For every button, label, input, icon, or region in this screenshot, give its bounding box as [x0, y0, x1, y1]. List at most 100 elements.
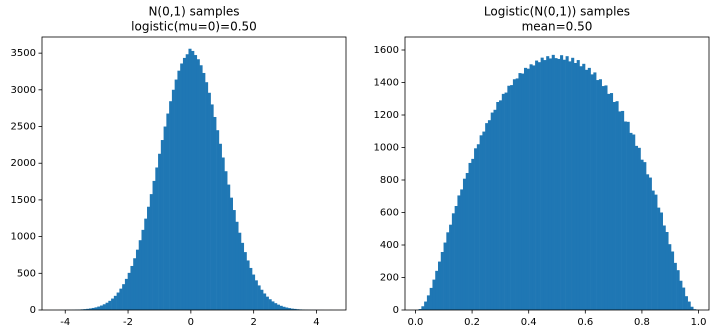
bar [648, 177, 652, 310]
bar [462, 178, 467, 310]
bar [637, 147, 641, 310]
bar [124, 278, 128, 310]
bar [97, 306, 101, 310]
bar [130, 265, 134, 310]
x-tick-label: 0.0 [408, 317, 424, 328]
axes-frame [41, 36, 347, 311]
bar [529, 64, 533, 310]
bar [585, 69, 589, 310]
bar [182, 57, 187, 311]
bar [152, 180, 156, 310]
bar [249, 267, 253, 310]
bar [587, 67, 591, 310]
bar [254, 280, 258, 310]
bar [169, 101, 173, 310]
bar [551, 54, 555, 310]
bar [202, 72, 206, 310]
bar [102, 304, 106, 310]
bar [485, 123, 489, 310]
bar [100, 305, 104, 310]
bar [232, 210, 236, 310]
y-tick-label: 1000 [374, 143, 399, 154]
bar [166, 113, 170, 310]
bar [440, 251, 444, 310]
bar [493, 109, 497, 310]
bar [465, 173, 469, 310]
bar [188, 48, 192, 310]
bar [218, 143, 222, 310]
bar [224, 171, 228, 310]
bar [579, 66, 583, 310]
bar [557, 58, 561, 310]
bar [468, 162, 472, 310]
bar [640, 159, 644, 310]
bar [693, 309, 697, 310]
bar [582, 63, 586, 310]
bar [676, 270, 680, 310]
y-tick-label: 3000 [11, 85, 36, 96]
bar [521, 73, 525, 310]
chart-title: Logistic(N(0,1)) samples [484, 5, 630, 19]
bar [127, 272, 131, 310]
bar [490, 112, 494, 310]
bar [565, 56, 569, 310]
chart-title: N(0,1) samples [148, 5, 239, 19]
bar [83, 309, 87, 310]
y-tick-label: 800 [380, 175, 399, 186]
y-tick-label: 600 [380, 208, 399, 219]
bar [673, 262, 677, 310]
y-tick-label: 3500 [11, 48, 36, 59]
x-tick-label: 0 [188, 317, 194, 328]
bar [432, 279, 436, 310]
bar [274, 303, 278, 310]
bar [282, 306, 286, 310]
bar [543, 60, 547, 311]
bar [643, 162, 647, 310]
bar [163, 126, 167, 310]
bar [554, 58, 558, 310]
bar [438, 261, 442, 310]
bar [590, 74, 594, 310]
bar [510, 85, 514, 310]
bar [276, 304, 280, 310]
bar [290, 308, 294, 310]
bar [562, 59, 566, 310]
bar [515, 78, 519, 310]
bar [191, 50, 195, 311]
bar [235, 221, 239, 310]
bar [421, 306, 425, 310]
bar [108, 300, 112, 310]
bar [507, 85, 511, 310]
bar [471, 158, 475, 310]
bar [177, 70, 181, 310]
bar [532, 65, 536, 310]
bar [180, 63, 184, 311]
bar [105, 302, 109, 310]
bar [537, 62, 541, 310]
bar [263, 293, 267, 310]
bar [535, 60, 539, 310]
bar [133, 258, 137, 310]
bar [147, 206, 151, 310]
bar [155, 167, 159, 310]
bar [576, 60, 580, 311]
bar [279, 305, 283, 310]
bar [665, 232, 669, 310]
bar [671, 251, 675, 310]
y-tick-label: 500 [17, 268, 36, 279]
bar [252, 274, 256, 310]
bar [227, 184, 231, 310]
bar [654, 194, 658, 310]
bar [174, 79, 178, 310]
bar [199, 65, 203, 311]
bar [213, 116, 217, 310]
bar [424, 301, 428, 310]
bar [662, 225, 666, 310]
bar [158, 153, 162, 310]
bar [560, 55, 564, 311]
bar [496, 102, 500, 310]
y-tick-label: 1000 [11, 232, 36, 243]
bar [94, 307, 98, 310]
bar [296, 309, 300, 310]
